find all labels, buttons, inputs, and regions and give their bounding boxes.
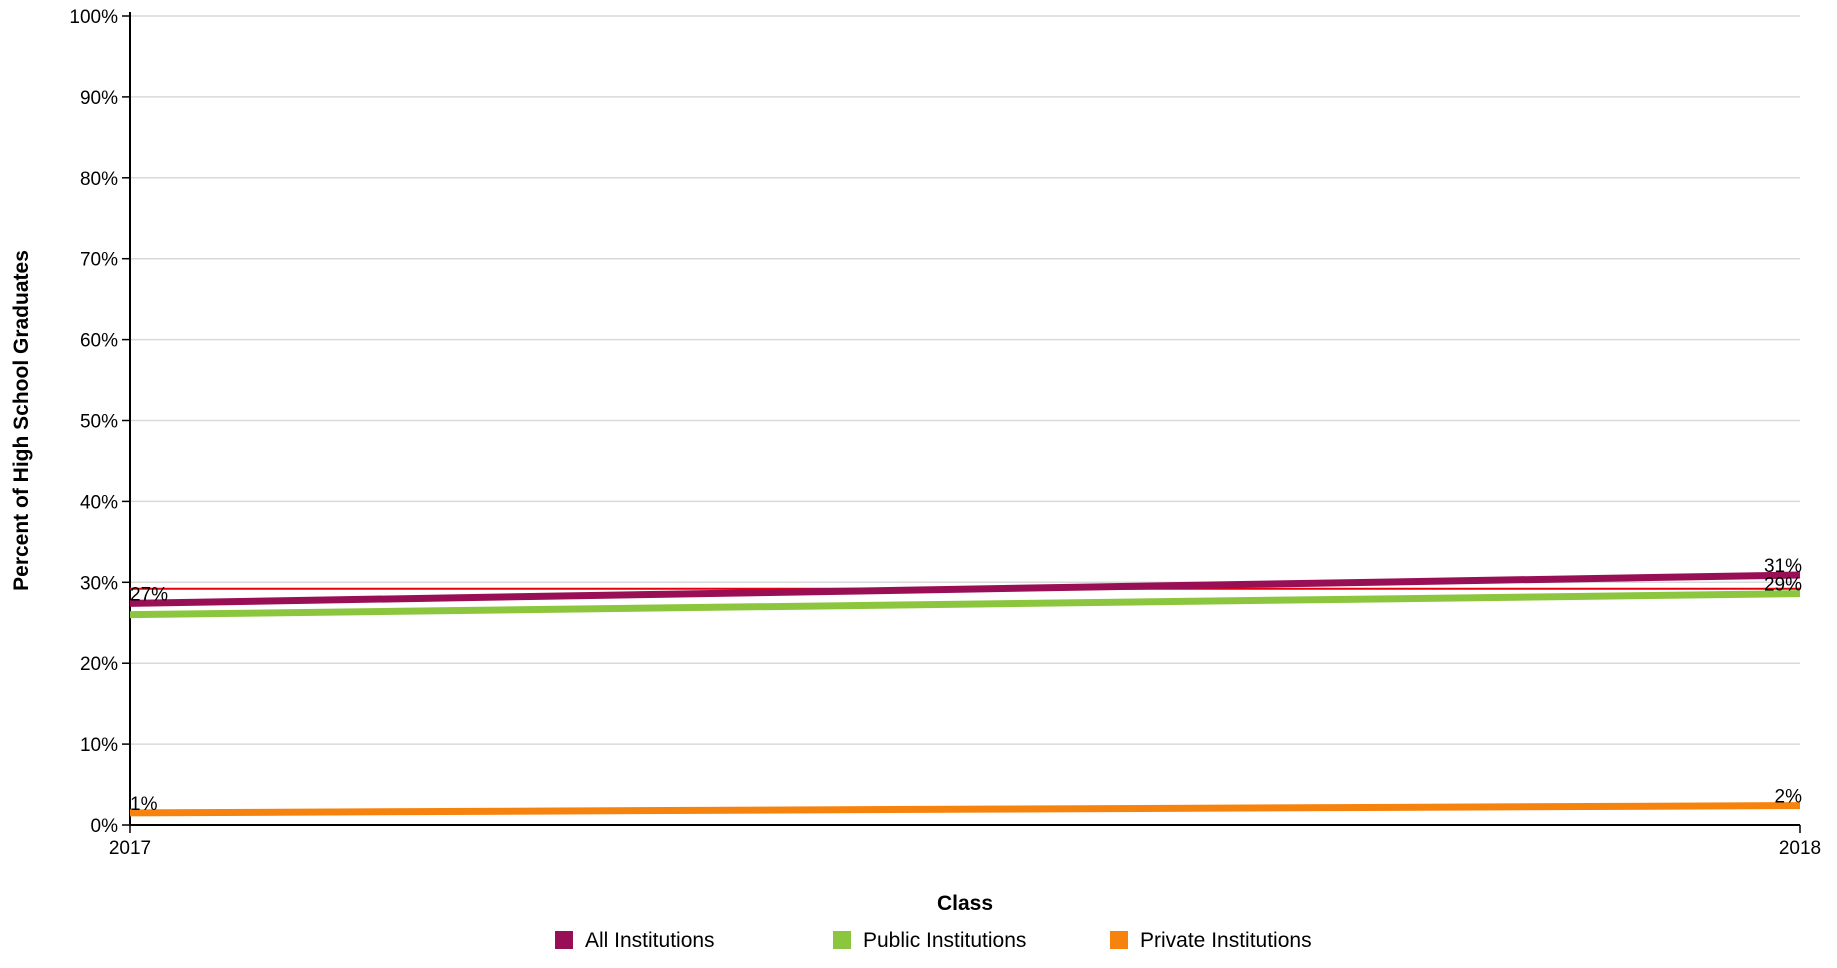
y-tick-label: 20% (80, 654, 118, 675)
legend: All Institutions Public Institutions Priva… (555, 929, 1312, 952)
series-line (129, 571, 1801, 607)
grid-layer (130, 15, 1800, 745)
legend-item-label: All Institutions (585, 929, 715, 952)
y-tick-label: 10% (80, 735, 118, 756)
y-tick-label: 90% (80, 88, 118, 109)
data-label: 29% (1764, 575, 1802, 596)
y-tick-label: 30% (80, 573, 118, 594)
legend-swatch (1110, 931, 1128, 949)
y-tick-label: 80% (80, 169, 118, 190)
legend-item-label: Private Institutions (1140, 929, 1312, 952)
legend-swatch (555, 931, 573, 949)
series-lines (129, 571, 1801, 817)
x-tick-label: 2017 (109, 838, 151, 859)
y-tick-label: 70% (80, 250, 118, 271)
data-label: 31% (1764, 556, 1802, 577)
y-axis-title: Percent of High School Graduates (10, 250, 33, 591)
y-tick-label: 60% (80, 331, 118, 352)
x-axis-title: Class (937, 892, 993, 915)
y-tick-label: 100% (69, 7, 118, 28)
data-label: 2% (1775, 787, 1803, 808)
legend-swatch (833, 931, 851, 949)
data-labels: 27% 31%29% 1% 2% (130, 556, 1802, 815)
x-tick-label: 2018 (1779, 838, 1821, 859)
axes: 0% 10% 20% 30% 40% 50% 60% 70% 80% 90% 100% 2017 201… (10, 7, 1821, 915)
data-label: 27% (130, 584, 168, 605)
y-tick-label: 0% (91, 816, 119, 837)
legend-item-label: Public Institutions (863, 929, 1026, 952)
y-tick-label: 40% (80, 492, 118, 513)
data-label: 1% (130, 794, 158, 815)
y-tick-label: 50% (80, 412, 118, 433)
series-line (129, 802, 1801, 817)
series-line (129, 590, 1801, 619)
